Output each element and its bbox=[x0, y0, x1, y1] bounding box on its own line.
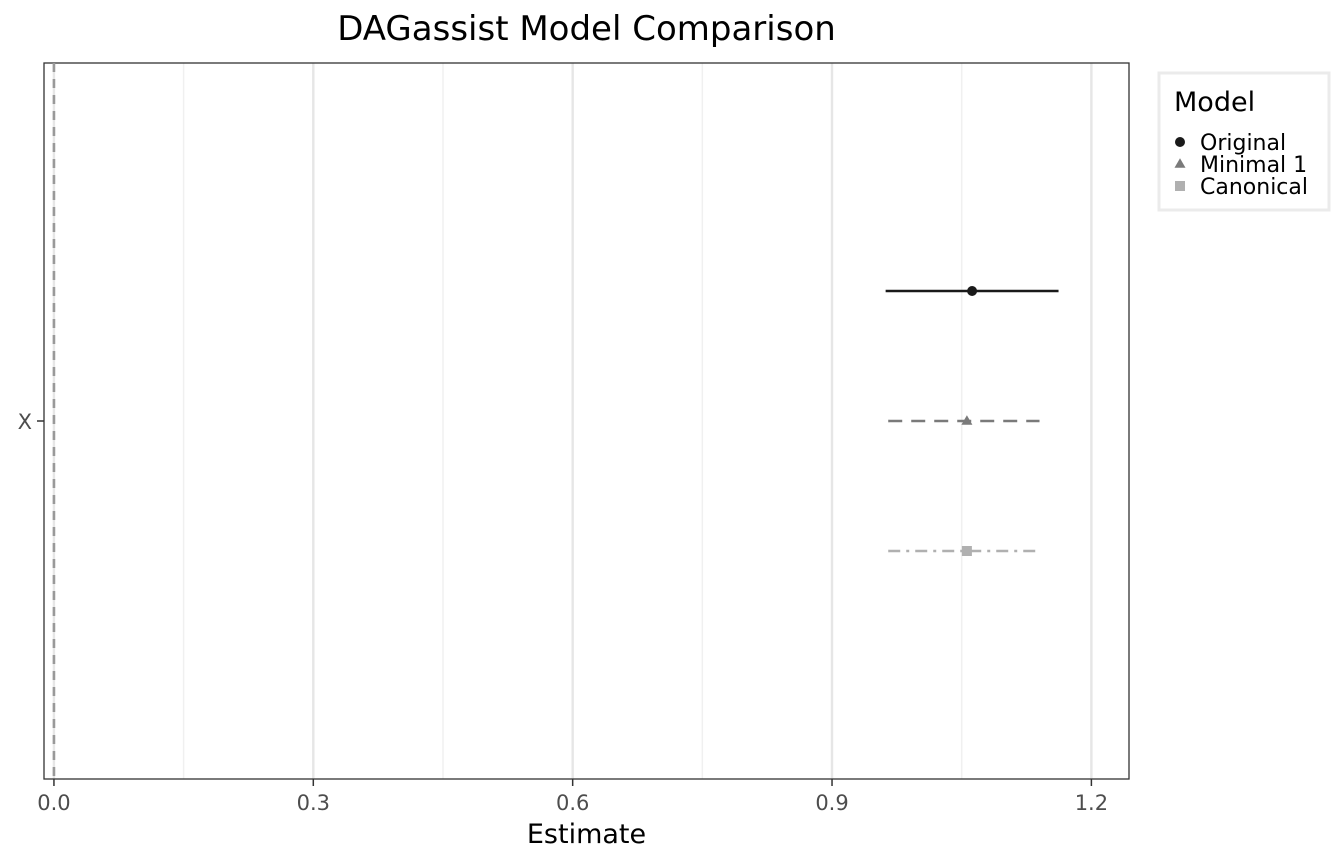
x-tick-label: 0.3 bbox=[297, 791, 330, 815]
x-tick-label: 0.6 bbox=[556, 791, 589, 815]
legend-label: Original bbox=[1200, 131, 1286, 156]
legend-item: Original bbox=[1175, 131, 1286, 156]
series-canonical bbox=[888, 546, 1040, 556]
series-minimal-1 bbox=[888, 415, 1040, 425]
legend-label: Canonical bbox=[1200, 175, 1308, 200]
point-marker bbox=[1174, 158, 1186, 168]
point-marker bbox=[1175, 137, 1185, 147]
legend-box bbox=[1157, 71, 1331, 212]
axis-layer: 0.0 0.3 0.6 0.9 1.2 X bbox=[18, 410, 1108, 815]
legend-item: Canonical bbox=[1175, 175, 1308, 200]
chart-title: DAGassist Model Comparison bbox=[337, 9, 836, 49]
legend-label: Minimal 1 bbox=[1200, 153, 1307, 178]
x-axis-title: Estimate bbox=[527, 819, 646, 850]
x-tick-label: 1.2 bbox=[1075, 791, 1108, 815]
point-marker bbox=[1175, 181, 1185, 191]
x-tick-label: 0.9 bbox=[815, 791, 848, 815]
series-layer bbox=[885, 286, 1059, 556]
x-tick-label: 0.0 bbox=[37, 791, 70, 815]
point-marker bbox=[967, 286, 978, 296]
point-marker bbox=[961, 546, 972, 556]
legend-title: Model bbox=[1174, 87, 1255, 118]
series-original bbox=[885, 286, 1059, 296]
y-tick-label: X bbox=[18, 410, 32, 434]
point-marker bbox=[961, 415, 973, 425]
legend-item: Minimal 1 bbox=[1174, 153, 1307, 178]
